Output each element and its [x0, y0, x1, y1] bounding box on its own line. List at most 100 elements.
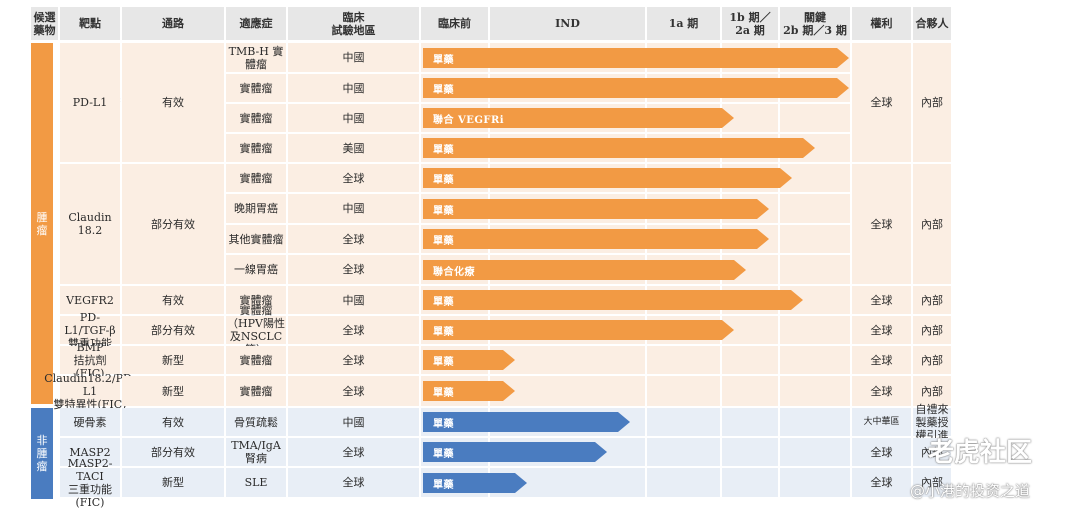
bar-label: 單藥	[433, 387, 454, 399]
partner-cell: 內部	[913, 316, 951, 344]
partner-cell: 自禮來製藥授權引進	[913, 403, 951, 442]
phase-cell	[780, 255, 850, 284]
pipeline-progress-bar: 單藥	[423, 229, 769, 249]
pathway-cell: 有效	[122, 43, 224, 162]
pipeline-progress-bar: 單藥	[423, 138, 815, 158]
pathway-cell: 新型	[122, 346, 224, 374]
phase-cell	[780, 225, 850, 253]
bar-label: 單藥	[433, 54, 454, 66]
phase-cell	[722, 346, 778, 374]
header-cell: 合夥人	[913, 7, 951, 40]
phase-cell	[780, 408, 850, 436]
category-label: 腫 瘤	[31, 43, 53, 404]
indication-cell: TMA/IgA 腎病	[226, 438, 286, 466]
region-cell: 全球	[288, 346, 419, 374]
bar-label: 單藥	[433, 84, 454, 96]
indication-cell: 實體瘤	[226, 134, 286, 162]
watermark-logo: 老虎社区	[928, 438, 1033, 468]
bar-label: 單藥	[433, 356, 454, 368]
target-cell: PD-L1/TGF-β 雙重功能	[60, 311, 120, 350]
phase-cell	[722, 468, 778, 497]
header-cell: 靶點	[60, 7, 120, 40]
pathway-cell: 新型	[122, 468, 224, 497]
pathway-cell: 新型	[122, 376, 224, 406]
partner-cell: 內部	[913, 438, 951, 466]
target-cell: VEGFR2	[60, 286, 120, 314]
pipeline-progress-bar: 單藥	[423, 168, 792, 188]
pipeline-progress-bar: 單藥	[423, 412, 630, 432]
phase-cell	[780, 346, 850, 374]
bar-label: 單藥	[433, 144, 454, 156]
pathway-cell: 部分有效	[122, 438, 224, 466]
indication-cell: 實體瘤 （HPV陽性及NSCLC 等）	[226, 304, 286, 356]
bar-label: 聯合化療	[433, 266, 475, 278]
target-cell: MASP2	[60, 438, 120, 466]
pathway-cell: 部分有效	[122, 316, 224, 344]
pipeline-progress-bar: 單藥	[423, 199, 769, 219]
indication-cell: 其他實體瘤	[226, 225, 286, 253]
region-cell: 中國	[288, 74, 419, 102]
indication-cell: 晚期胃癌	[226, 194, 286, 223]
pipeline-progress-bar: 單藥	[423, 350, 515, 370]
region-cell: 全球	[288, 468, 419, 497]
phase-cell	[647, 408, 720, 436]
rights-cell: 全球	[852, 438, 911, 466]
pipeline-progress-bar: 單藥	[423, 381, 515, 401]
pipeline-progress-bar: 聯合 VEGFRi	[423, 108, 734, 128]
target-cell: Claudin 18.2	[60, 164, 120, 284]
partner-cell: 內部	[913, 164, 951, 284]
pipeline-progress-bar: 單藥	[423, 78, 849, 98]
bar-label: 單藥	[433, 296, 454, 308]
phase-cell	[722, 438, 778, 466]
pipeline-progress-bar: 聯合化療	[423, 260, 746, 280]
region-cell: 全球	[288, 255, 419, 284]
header-cell: IND	[490, 7, 645, 40]
header-cell: 臨床前	[421, 7, 488, 40]
pipeline-progress-bar: 單藥	[423, 290, 803, 310]
bar-label: 單藥	[433, 235, 454, 247]
phase-cell	[780, 468, 850, 497]
target-cell: MASP2-TACI 三重功能(FIC)	[60, 457, 120, 509]
bar-label: 單藥	[433, 326, 454, 338]
indication-cell: TMB-H 實體瘤	[226, 43, 286, 72]
phase-cell	[647, 376, 720, 406]
rights-cell: 全球	[852, 164, 911, 284]
rights-cell: 全球	[852, 286, 911, 314]
indication-cell: 實體瘤	[226, 104, 286, 132]
region-cell: 中國	[288, 408, 419, 436]
header-cell: 1b 期／ 2a 期	[722, 7, 778, 40]
indication-cell: 實體瘤	[226, 376, 286, 406]
region-cell: 中國	[288, 286, 419, 314]
bar-label: 單藥	[433, 418, 454, 430]
region-cell: 全球	[288, 225, 419, 253]
phase-cell	[780, 438, 850, 466]
rights-cell: 全球	[852, 346, 911, 374]
header-cell: 1a 期	[647, 7, 720, 40]
pipeline-progress-bar: 單藥	[423, 320, 734, 340]
phase-cell	[647, 468, 720, 497]
indication-cell: 實體瘤	[226, 74, 286, 102]
region-cell: 全球	[288, 376, 419, 406]
indication-cell: 實體瘤	[226, 164, 286, 192]
region-cell: 全球	[288, 164, 419, 192]
region-cell: 美國	[288, 134, 419, 162]
rights-cell: 全球	[852, 316, 911, 344]
partner-cell: 內部	[913, 468, 951, 497]
bar-label: 單藥	[433, 448, 454, 460]
phase-cell	[647, 346, 720, 374]
category-label: 非 腫 瘤	[31, 408, 53, 499]
pipeline-progress-bar: 單藥	[423, 48, 849, 68]
indication-cell: SLE	[226, 468, 286, 497]
indication-cell: 一線胃癌	[226, 255, 286, 284]
indication-cell: 實體瘤	[226, 286, 286, 314]
phase-cell	[780, 376, 850, 406]
region-cell: 全球	[288, 438, 419, 466]
bar-label: 聯合 VEGFRi	[433, 114, 505, 126]
region-cell: 全球	[288, 316, 419, 344]
partner-cell: 內部	[913, 43, 951, 162]
region-cell: 中國	[288, 43, 419, 72]
pipeline-progress-bar: 單藥	[423, 442, 607, 462]
header-cell: 權利	[852, 7, 911, 40]
bar-label: 單藥	[433, 205, 454, 217]
